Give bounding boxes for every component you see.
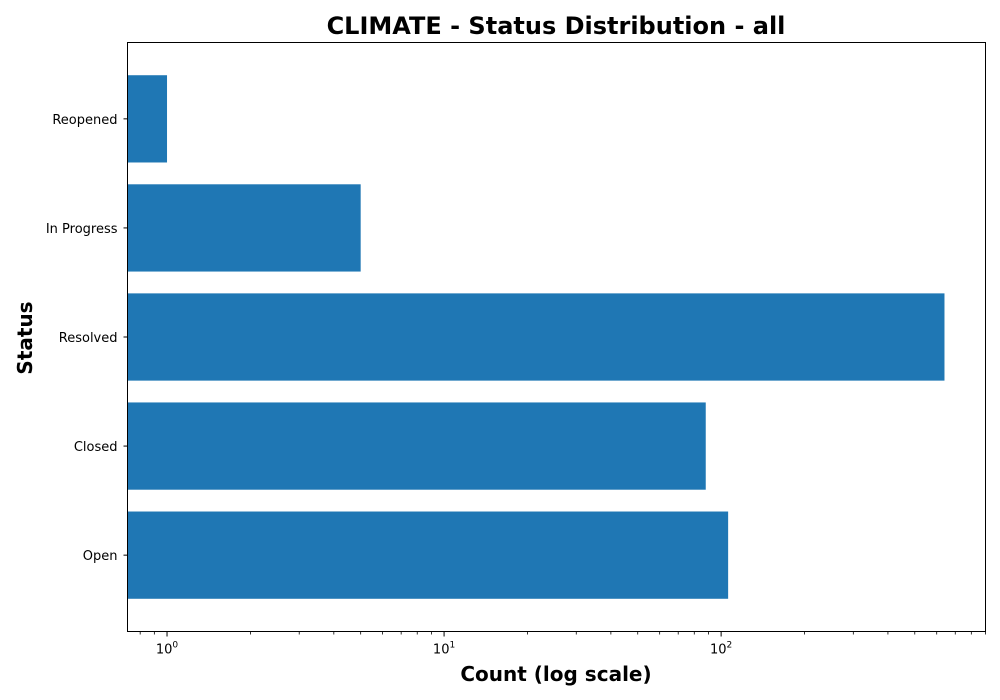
bar-closed bbox=[127, 402, 706, 490]
x-tick-label: 102 bbox=[710, 641, 732, 658]
y-axis-ticks: Open Closed Resolved In Progress Reopened bbox=[46, 113, 128, 564]
y-tick-label: In Progress bbox=[46, 222, 118, 237]
y-tick-label: Open bbox=[83, 549, 118, 564]
chart-title: CLIMATE - Status Distribution - all bbox=[327, 12, 786, 40]
x-axis-label: Count (log scale) bbox=[460, 662, 651, 686]
bar-resolved bbox=[127, 293, 945, 381]
x-tick-label: 100 bbox=[156, 641, 179, 658]
bar-open bbox=[127, 511, 729, 599]
x-tick-label: 101 bbox=[433, 641, 455, 658]
x-axis-ticks: 100 101 102 bbox=[139, 631, 986, 658]
bar-in-progress bbox=[127, 184, 361, 272]
y-tick-label: Reopened bbox=[52, 113, 117, 128]
y-tick-label: Resolved bbox=[59, 331, 118, 346]
y-tick-label: Closed bbox=[74, 440, 118, 455]
bars-layer bbox=[127, 75, 945, 599]
bar-reopened bbox=[127, 75, 168, 163]
y-axis-label: Status bbox=[13, 301, 37, 374]
